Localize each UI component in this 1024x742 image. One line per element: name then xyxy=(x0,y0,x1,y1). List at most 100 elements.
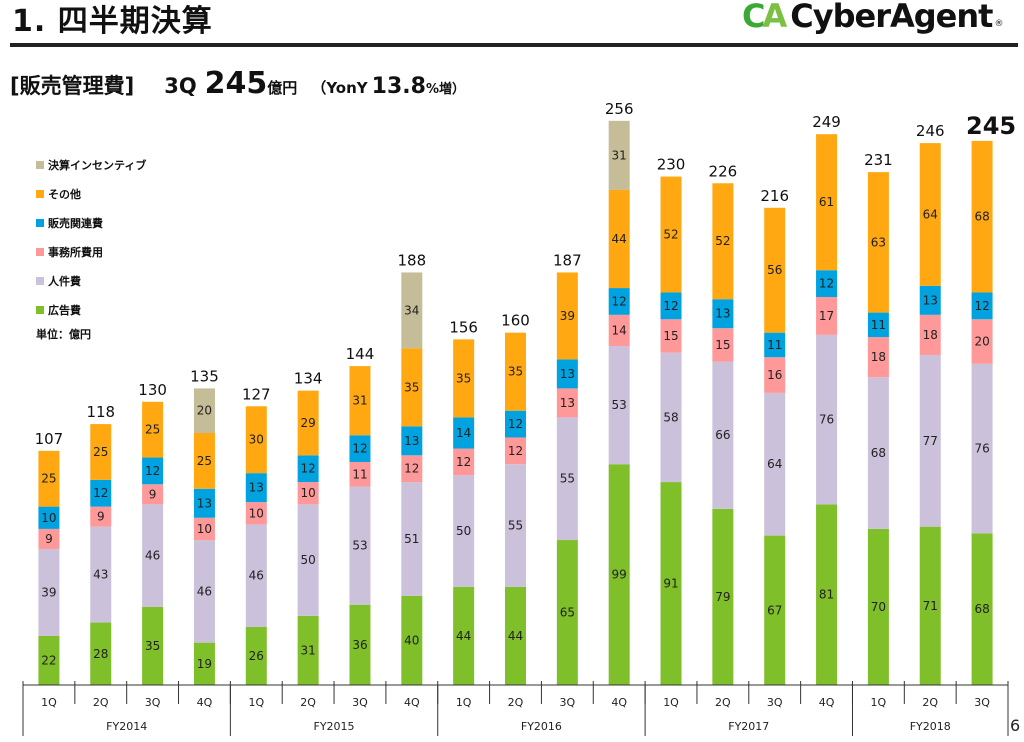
total-label: 156 xyxy=(449,318,478,336)
bar-segment xyxy=(193,433,215,489)
bar-segment xyxy=(971,292,993,320)
data-label: 68 xyxy=(974,602,989,616)
legend-item: 広告費 xyxy=(36,295,146,324)
data-label: 25 xyxy=(93,445,108,459)
legend-label: 販売関連費 xyxy=(48,216,103,230)
bar-segment xyxy=(142,606,164,685)
bar-segment xyxy=(867,312,889,338)
bar-segment xyxy=(245,524,267,628)
data-label: 9 xyxy=(149,487,157,501)
legend-swatch xyxy=(36,189,44,198)
bar-segment xyxy=(660,319,682,353)
x-tick-label: 2Q xyxy=(300,696,316,709)
data-label: 15 xyxy=(715,338,730,352)
data-label: 51 xyxy=(404,532,419,546)
bar-segment xyxy=(90,479,112,507)
data-label: 43 xyxy=(93,568,108,582)
unit-label: 単位：億円 xyxy=(36,328,91,341)
data-label: 50 xyxy=(456,524,471,538)
bar-segment xyxy=(297,504,319,616)
data-label: 10 xyxy=(197,522,212,536)
bar-segment xyxy=(193,388,215,434)
data-label: 44 xyxy=(508,629,523,643)
legend-item: 決算インセンティブ xyxy=(36,150,146,179)
total-label: 230 xyxy=(657,156,686,174)
x-tick-label: 2Q xyxy=(508,696,524,709)
subtitle-yoy-value: 13.8 xyxy=(371,74,426,99)
data-label: 10 xyxy=(300,486,315,500)
data-label: 16 xyxy=(767,368,782,382)
total-label: 188 xyxy=(397,251,426,269)
bar-segment xyxy=(193,642,215,685)
data-label: 12 xyxy=(300,462,315,476)
data-label: 53 xyxy=(352,539,367,553)
bar-segment xyxy=(971,363,993,534)
data-label: 76 xyxy=(819,413,834,427)
bar-segment xyxy=(505,437,526,465)
data-label: 55 xyxy=(508,519,523,533)
x-tick-label: 2Q xyxy=(93,696,109,709)
group-label: FY2018 xyxy=(910,720,951,733)
bar-segment xyxy=(401,272,423,349)
subtitle-yoy-label: （YonY xyxy=(311,79,368,97)
data-label: 31 xyxy=(300,643,315,657)
data-label: 12 xyxy=(612,294,627,308)
data-label: 61 xyxy=(819,195,834,209)
x-tick-label: 1Q xyxy=(248,696,264,709)
total-label: 134 xyxy=(294,370,323,388)
data-label: 31 xyxy=(352,394,367,408)
bar-segment xyxy=(712,361,734,509)
page-number: 6 xyxy=(1010,716,1021,735)
bar-segment xyxy=(712,299,734,329)
data-label: 22 xyxy=(41,653,56,667)
data-label: 26 xyxy=(249,649,264,663)
bar-segment xyxy=(660,292,682,320)
bar-segment xyxy=(505,332,526,411)
data-label: 17 xyxy=(819,309,834,323)
bar-segment xyxy=(660,482,682,685)
data-label: 39 xyxy=(41,585,56,599)
total-label: 226 xyxy=(709,162,738,180)
bar-segment xyxy=(556,388,578,418)
subtitle-unit: 億円 xyxy=(267,79,298,97)
bar-segment xyxy=(245,406,267,474)
data-label: 9 xyxy=(45,532,53,546)
data-label: 35 xyxy=(404,380,419,394)
legend-item: 人件費 xyxy=(36,266,146,295)
bar-segment xyxy=(505,464,526,587)
bar-segment xyxy=(556,272,578,360)
bar-segment xyxy=(556,417,578,541)
data-label: 11 xyxy=(352,467,367,481)
group-label: FY2014 xyxy=(106,720,147,733)
bar-segment xyxy=(297,390,319,456)
data-label: 12 xyxy=(352,442,367,456)
x-tick-label: 3Q xyxy=(560,696,576,709)
bar-segment xyxy=(764,535,786,685)
bar-segment xyxy=(90,526,112,623)
bar-segment xyxy=(816,270,838,297)
data-label: 29 xyxy=(300,416,315,430)
data-label: 50 xyxy=(300,553,315,567)
data-label: 35 xyxy=(456,371,471,385)
data-label: 67 xyxy=(767,603,782,617)
data-label: 18 xyxy=(871,350,886,364)
data-label: 11 xyxy=(871,318,886,332)
bar-segment xyxy=(193,488,215,518)
bar-segment xyxy=(401,426,423,456)
data-label: 25 xyxy=(41,472,56,486)
data-label: 66 xyxy=(715,428,730,442)
subtitle: [販売管理費] 3Q 245 億円 （YonY 13.8 %増） xyxy=(10,66,465,101)
bar-segment xyxy=(90,424,112,480)
data-label: 46 xyxy=(145,549,160,563)
bar-segment xyxy=(712,508,734,685)
bar-segment xyxy=(453,417,475,449)
bar-segment xyxy=(919,526,941,685)
legend-item: 販売関連費 xyxy=(36,208,146,237)
data-label: 13 xyxy=(404,434,419,448)
subtitle-value: 245 xyxy=(204,66,268,101)
bar-segment xyxy=(401,482,423,596)
data-label: 91 xyxy=(663,577,678,591)
logo-mark: CA xyxy=(742,0,787,35)
total-label: 245 xyxy=(966,112,1016,140)
